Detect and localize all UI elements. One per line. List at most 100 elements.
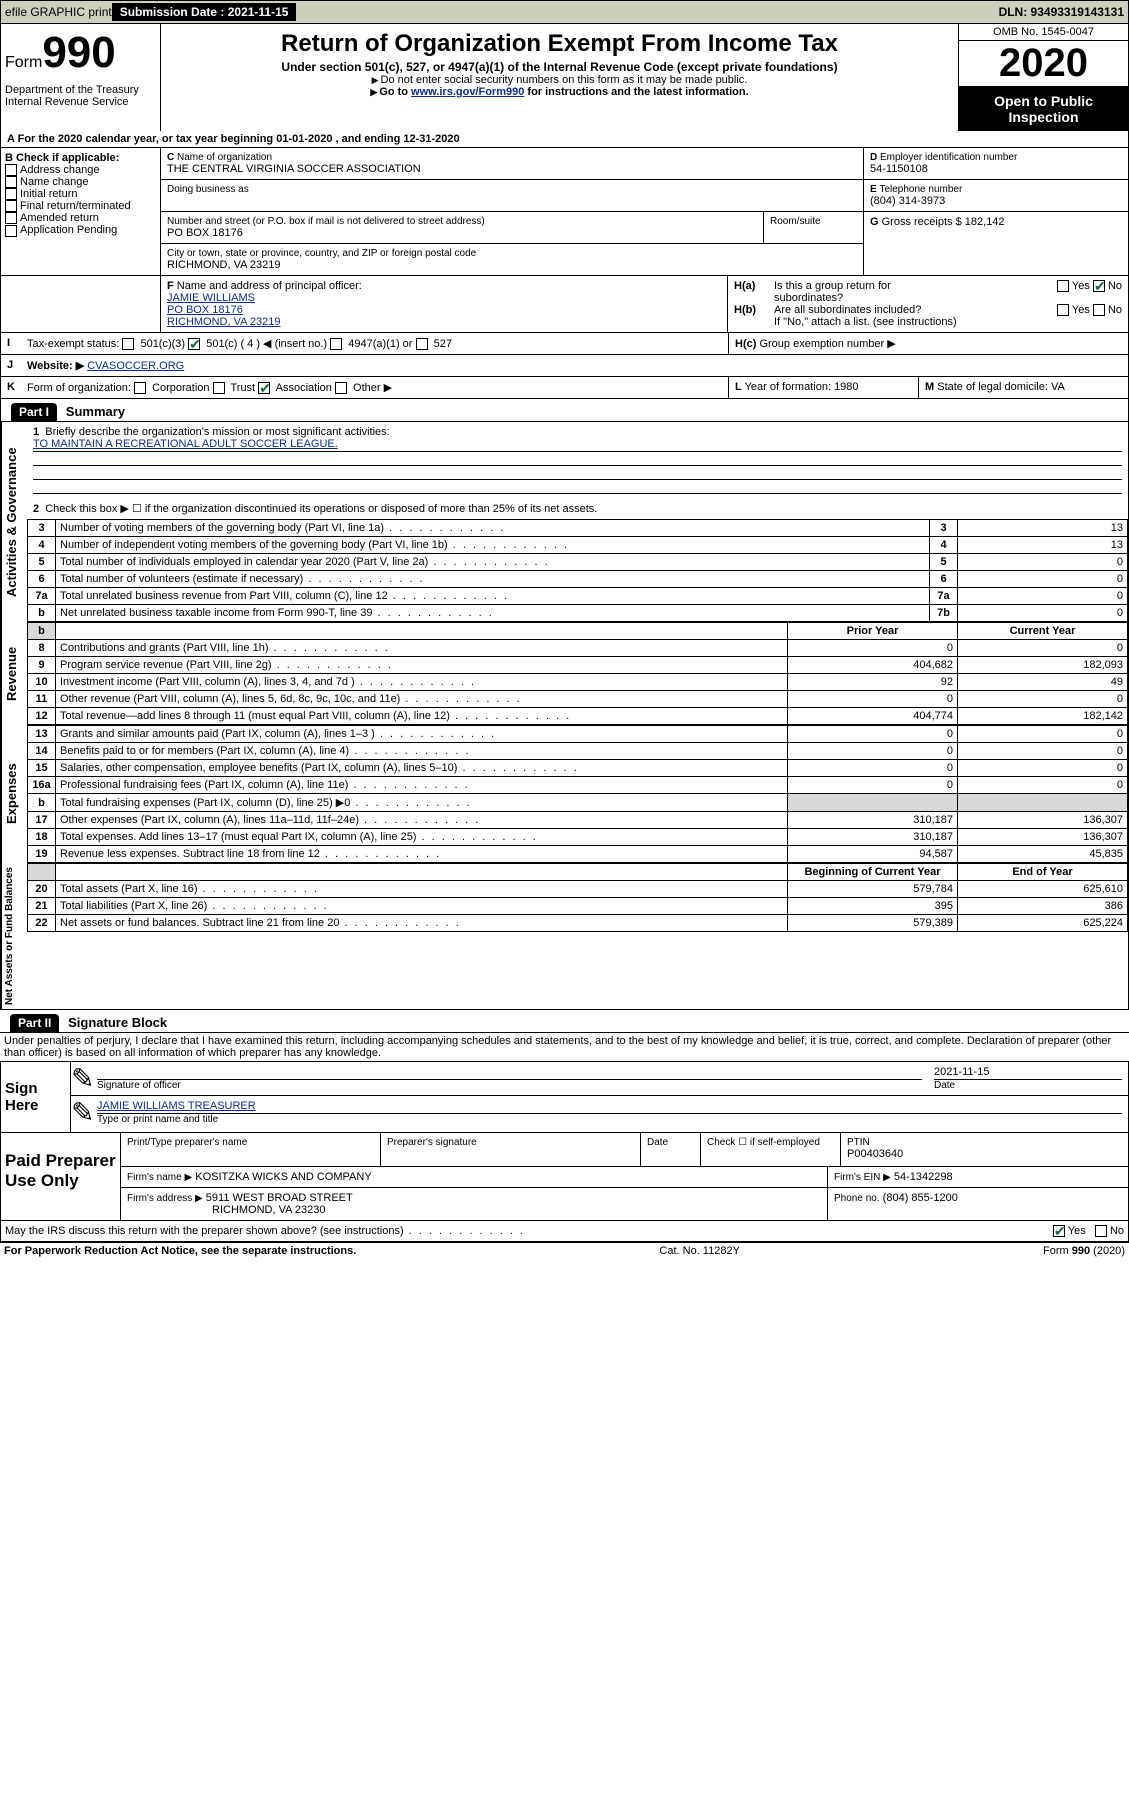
discuss-row: May the IRS discuss this return with the… — [0, 1221, 1129, 1242]
website-label: Website: ▶ — [27, 360, 84, 372]
chk-4947[interactable] — [330, 338, 342, 350]
part2-tab: Part II — [10, 1014, 59, 1032]
firm-ein-label: Firm's EIN ▶ — [834, 1172, 891, 1183]
section-bcd: B Check if applicable: Address change Na… — [0, 148, 1129, 276]
note-goto-post: for instructions and the latest informat… — [524, 86, 748, 98]
chk-amended[interactable] — [5, 212, 17, 224]
chk-hb-no[interactable] — [1093, 304, 1105, 316]
netassets-section: Net Assets or Fund Balances Beginning of… — [0, 863, 1129, 1010]
city: RICHMOND, VA 23219 — [167, 259, 857, 271]
chk-initial[interactable] — [5, 188, 17, 200]
vtab-expenses: Expenses — [1, 725, 27, 863]
form-header: Form990 Department of the Treasury Inter… — [0, 24, 1129, 131]
ptin: P00403640 — [847, 1148, 1122, 1160]
chk-discuss-no[interactable] — [1095, 1225, 1107, 1237]
typed-label: Type or print name and title — [97, 1114, 1122, 1125]
sig-date: 2021-11-15 — [934, 1066, 1122, 1080]
chk-ha-no[interactable] — [1093, 280, 1105, 292]
chk-discuss-yes[interactable] — [1053, 1225, 1065, 1237]
chk-name[interactable] — [5, 176, 17, 188]
org-name-label: Name of organization — [177, 152, 272, 163]
note-ssn: Do not enter social security numbers on … — [381, 74, 748, 86]
prep-phone-label: Phone no. — [834, 1193, 880, 1204]
department: Department of the Treasury Internal Reve… — [5, 84, 156, 108]
hdr-prior: Prior Year — [788, 623, 958, 640]
prep-sig-label: Preparer's signature — [387, 1137, 634, 1148]
check-self: Check ☐ if self-employed — [707, 1137, 834, 1148]
city-label: City or town, state or province, country… — [167, 248, 857, 259]
chk-501c3[interactable] — [122, 338, 134, 350]
box-b: B Check if applicable: Address change Na… — [1, 148, 161, 275]
irs-link[interactable]: www.irs.gov/Form990 — [411, 86, 524, 98]
part2-title: Signature Block — [68, 1015, 167, 1030]
chk-assoc[interactable] — [258, 382, 270, 394]
chk-pending[interactable] — [5, 225, 17, 237]
submission-date: Submission Date : 2021-11-15 — [112, 3, 297, 21]
form-title: Return of Organization Exempt From Incom… — [165, 30, 954, 58]
form-prefix: Form — [5, 54, 42, 71]
cat-no: Cat. No. 11282Y — [659, 1245, 740, 1257]
org-name: THE CENTRAL VIRGINIA SOCCER ASSOCIATION — [167, 163, 857, 175]
box-b-title: Check if applicable: — [16, 152, 119, 164]
chk-527[interactable] — [416, 338, 428, 350]
part1-body: Activities & Governance 1 Briefly descri… — [0, 421, 1129, 622]
prep-name-label: Print/Type preparer's name — [127, 1137, 374, 1148]
prep-phone: (804) 855-1200 — [883, 1192, 958, 1204]
h-note: If "No," attach a list. (see instruction… — [734, 316, 1122, 328]
year-box: OMB No. 1545-0047 2020 Open to Public In… — [958, 24, 1128, 131]
pra-notice: For Paperwork Reduction Act Notice, see … — [4, 1245, 356, 1257]
expenses-table: 13Grants and similar amounts paid (Part … — [27, 725, 1128, 863]
part1-header: Part I Summary — [0, 399, 1129, 421]
chk-501c[interactable] — [188, 338, 200, 350]
firm-addr-label: Firm's address ▶ — [127, 1193, 203, 1204]
ein: 54-1150108 — [870, 163, 1122, 175]
room-label: Room/suite — [770, 216, 857, 227]
tax-year-line: For the 2020 calendar year, or tax year … — [18, 133, 460, 145]
lbl-amended: Amended return — [20, 212, 99, 224]
phone: (804) 314-3973 — [870, 195, 1122, 207]
lbl-address: Address change — [20, 164, 100, 176]
chk-final[interactable] — [5, 200, 17, 212]
section-klm: K Form of organization: Corporation Trus… — [0, 377, 1129, 399]
line-a: A For the 2020 calendar year, or tax yea… — [0, 131, 1129, 148]
officer-name: JAMIE WILLIAMS — [167, 292, 721, 304]
chk-address[interactable] — [5, 164, 17, 176]
form-number: 990 — [42, 28, 115, 77]
pen-icon: ✎ — [71, 1062, 91, 1095]
title-box: Return of Organization Exempt From Incom… — [161, 24, 958, 131]
street: PO BOX 18176 — [167, 227, 757, 239]
lbl-initial: Initial return — [20, 188, 77, 200]
street-label: Number and street (or P.O. box if mail i… — [167, 216, 757, 227]
note-goto-pre: Go to — [379, 86, 411, 98]
prep-date-label: Date — [647, 1137, 694, 1148]
lbl-name: Name change — [20, 176, 89, 188]
tax-year: 2020 — [959, 41, 1128, 87]
section-j: J Website: ▶ CVASOCCER.ORG — [0, 355, 1129, 377]
firm-label: Firm's name ▶ — [127, 1172, 192, 1183]
lbl-final: Final return/terminated — [20, 200, 131, 212]
website-value[interactable]: CVASOCCER.ORG — [87, 360, 184, 372]
form-number-box: Form990 Department of the Treasury Inter… — [1, 24, 161, 131]
year-formation: 1980 — [834, 381, 858, 393]
chk-trust[interactable] — [213, 382, 225, 394]
form-no-footer: Form 990 (2020) — [1043, 1245, 1125, 1257]
vtab-governance: Activities & Governance — [1, 422, 27, 622]
chk-hb-yes[interactable] — [1057, 304, 1069, 316]
chk-other[interactable] — [335, 382, 347, 394]
domicile: VA — [1051, 381, 1065, 393]
domicile-label: State of legal domicile: — [937, 381, 1048, 393]
ha-label: Is this a group return for — [774, 280, 891, 292]
year-formation-label: Year of formation: — [745, 381, 831, 393]
firm-addr2: RICHMOND, VA 23230 — [127, 1204, 821, 1216]
dba-label: Doing business as — [167, 184, 857, 195]
topbar: efile GRAPHIC print Submission Date : 20… — [0, 0, 1129, 24]
ptin-label: PTIN — [847, 1137, 1122, 1148]
ha-label2: subordinates? — [774, 292, 843, 304]
chk-ha-yes[interactable] — [1057, 280, 1069, 292]
hdr-beg: Beginning of Current Year — [788, 864, 958, 881]
efile-label: efile GRAPHIC print — [5, 5, 112, 19]
chk-corp[interactable] — [134, 382, 146, 394]
revenue-table: bPrior YearCurrent Year 8Contributions a… — [27, 622, 1128, 725]
expenses-section: Expenses 13Grants and similar amounts pa… — [0, 725, 1129, 863]
part2-header: Part II Signature Block — [0, 1010, 1129, 1032]
